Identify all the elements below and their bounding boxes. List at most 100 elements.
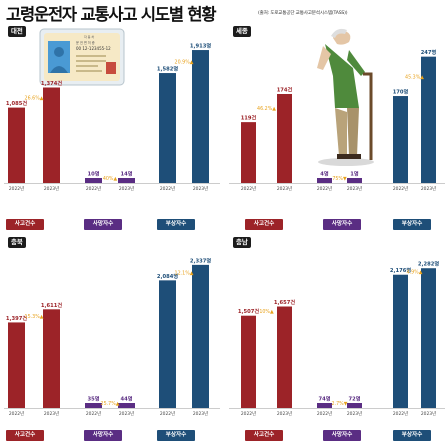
bar (8, 107, 25, 183)
x-tick-label: 2023년 (44, 410, 59, 417)
legend-death-tag: 사망자수 (323, 219, 361, 230)
bar-value-label: 14명 (121, 170, 133, 178)
legend-accident-tag: 사고건수 (6, 430, 44, 441)
bar (421, 268, 436, 408)
change-annotation: 10%▲ (259, 309, 274, 315)
bar-value-label: 1,582명 (157, 65, 178, 73)
x-tick-label: 2022년 (160, 410, 175, 417)
x-tick-label: 2023년 (193, 185, 208, 192)
change-annotation: 2.7%▼ (332, 401, 348, 407)
chart-panel-daejeon: 대전 자 동 차 운 전 면 허 증 00 12-123455-12 1,085… (2, 26, 224, 231)
bar (347, 178, 362, 183)
x-tick-label: 2023년 (119, 185, 134, 192)
bar (8, 322, 25, 408)
bar (43, 87, 60, 183)
bar-value-label: 1,397건 (6, 314, 27, 322)
license-card-line: 자 동 차 (84, 35, 95, 39)
bar-value-label: 247명 (421, 48, 437, 56)
change-annotation: 40%▲ (103, 176, 118, 182)
bar (159, 280, 176, 408)
legend-death-tag: 사망자수 (84, 430, 122, 441)
legend-injury-tag: 부상자수 (393, 430, 431, 441)
bar-value-label: 1명 (350, 170, 359, 178)
bar-value-label: 1,657건 (274, 298, 295, 306)
bar (393, 96, 408, 183)
bar (421, 56, 436, 183)
legend-death-tag: 사망자수 (84, 219, 122, 230)
x-tick-label: 2023년 (347, 410, 362, 417)
x-tick-label: 2023년 (347, 185, 362, 192)
x-tick-label: 2023년 (277, 410, 292, 417)
legend-injury-tag: 부상자수 (393, 219, 431, 230)
bar (241, 315, 256, 408)
x-tick-label: 2022년 (86, 410, 101, 417)
change-annotation: 12.1%▲ (175, 271, 194, 277)
bar-value-label: 2,337명 (190, 256, 211, 264)
legend-accident-tag: 사고건수 (6, 219, 44, 230)
page-title: 고령운전자 교통사고 시도별 현황 (6, 5, 217, 24)
x-tick-label: 2022년 (241, 410, 256, 417)
x-tick-label: 2023년 (421, 185, 436, 192)
x-tick-label: 2023년 (421, 410, 436, 417)
bar-chart: 1,507건 2022년 1,657건 2023년 74명 2022년 72명 2023년 2,… (229, 260, 445, 417)
bar (85, 178, 102, 183)
bar-chart: 119건 2022년 174건 2023년 4명 2022년 1명 2023년 170명 2022… (229, 48, 445, 192)
bar-chart: 1,085건 2022년 1,374건 2023년 10명 2022년 14명 2023년 1,… (4, 42, 220, 192)
bar (85, 403, 102, 408)
elderly-driver-illustration (313, 28, 383, 168)
bar (317, 403, 332, 408)
bar-value-label: 44명 (121, 395, 133, 403)
bar-value-label: 72명 (349, 395, 361, 403)
change-annotation: 75%▼ (332, 176, 347, 182)
bar-chart: 1,397건 2022년 1,611건 2023년 35명 2022년 44명 2023년 2,… (4, 256, 220, 417)
license-card-illustration: 자 동 차 운 전 면 허 증 00 12-123455-12 (39, 28, 125, 86)
bar-value-label: 119건 (241, 114, 257, 122)
bar (277, 306, 292, 408)
bar-value-label: 1,085건 (6, 99, 27, 107)
license-card-line: 운 전 면 허 증 (76, 41, 95, 45)
bar (118, 403, 135, 408)
change-annotation: 20.9%▲ (175, 60, 194, 66)
legend-injury-tag: 부상자수 (157, 219, 195, 230)
x-tick-label: 2022년 (86, 185, 101, 192)
legend-injury-tag: 부상자수 (157, 430, 195, 441)
x-tick-label: 2022년 (393, 185, 408, 192)
change-annotation: 26.6%▲ (25, 96, 44, 102)
bar (159, 73, 176, 183)
bar (277, 93, 292, 183)
bar (347, 403, 362, 408)
x-tick-label: 2022년 (9, 410, 24, 417)
x-tick-label: 2022년 (317, 185, 332, 192)
change-annotation: 46.2%▲ (257, 106, 276, 112)
chart-panel-chungbuk: 충북 1,397건 2022년 1,611건 2023년 35명 2022년 44명 2023… (2, 237, 224, 442)
chart-panel-sejong: 세종 119건 2022년 174건 2023년 4명 2022년 1명 2023년 170명 2… (227, 26, 447, 231)
bar-value-label: 1,913명 (190, 42, 211, 50)
change-annotation: 25.7%▲ (101, 401, 120, 407)
x-tick-label: 2022년 (241, 185, 256, 192)
bar-value-label: 2,282명 (418, 260, 439, 268)
bar (118, 178, 135, 183)
bar-value-label: 170명 (393, 88, 409, 96)
bar-value-label: 1,611건 (41, 301, 62, 309)
region-tag: 충남 (233, 237, 251, 248)
x-tick-label: 2023년 (44, 185, 59, 192)
x-tick-label: 2023년 (193, 410, 208, 417)
legend-death-tag: 사망자수 (323, 430, 361, 441)
bar-value-label: 74명 (319, 395, 331, 403)
x-tick-label: 2022년 (393, 410, 408, 417)
bar (192, 50, 209, 183)
x-tick-label: 2022년 (317, 410, 332, 417)
change-annotation: 15.3%▲ (25, 314, 44, 320)
bar-value-label: 2,176명 (390, 266, 411, 274)
x-tick-label: 2022년 (9, 185, 24, 192)
bar-value-label: 2,084명 (157, 272, 178, 280)
change-annotation: 4.9%▲ (407, 269, 423, 275)
region-tag: 충북 (8, 237, 26, 248)
bar (317, 178, 332, 183)
bar (43, 309, 60, 408)
change-annotation: 45.3%▲ (405, 74, 424, 80)
x-tick-label: 2022년 (160, 185, 175, 192)
x-tick-label: 2023년 (277, 185, 292, 192)
bar-value-label: 174건 (277, 85, 293, 93)
bar (241, 122, 256, 183)
